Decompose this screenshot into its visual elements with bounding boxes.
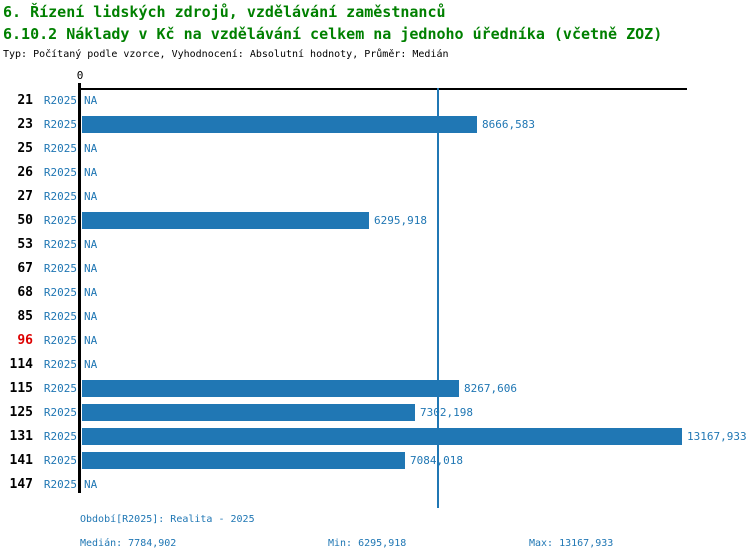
bar [82, 452, 405, 469]
chart-row: 67 R2025 NA [0, 257, 750, 281]
row-id-label: 114 [9, 357, 33, 372]
na-label: NA [84, 286, 98, 299]
series-label: R2025 [43, 406, 77, 419]
chart-row: 96 R2025 NA [0, 329, 750, 353]
row-id-label: 141 [9, 453, 33, 468]
row-id-label: 68 [17, 285, 33, 300]
chart-row: 68 R2025 NA [0, 281, 750, 305]
na-label: NA [84, 166, 98, 179]
chart-row: 21 R2025 NA [0, 89, 750, 113]
series-label: R2025 [43, 286, 77, 299]
footer-min: Min: 6295,918 [328, 538, 407, 549]
bar-value-label: 6295,918 [374, 214, 427, 227]
chart-row: 26 R2025 NA [0, 161, 750, 185]
series-label: R2025 [43, 310, 77, 323]
series-label: R2025 [43, 478, 77, 491]
na-label: NA [84, 238, 98, 251]
row-id-label: 147 [9, 477, 33, 492]
chart-row: 147 R2025 NA [0, 473, 750, 497]
chart-row: 141 R2025 7084,018 [0, 449, 750, 473]
row-id-label: 67 [17, 261, 33, 276]
bar-value-label: 8267,606 [464, 382, 517, 395]
na-label: NA [84, 358, 98, 371]
na-label: NA [84, 142, 98, 155]
row-id-label: 125 [9, 405, 33, 420]
median-line [437, 88, 439, 508]
y-axis-line [78, 83, 81, 493]
bar [82, 116, 477, 133]
row-id-label: 27 [17, 189, 33, 204]
x-axis-zero-label: 0 [76, 69, 84, 82]
row-id-label: 25 [17, 141, 33, 156]
series-label: R2025 [43, 358, 77, 371]
chart-rows: 21 R2025 NA 23 R2025 8666,583 25 R2025 N… [0, 89, 750, 497]
bar [82, 212, 369, 229]
bar-value-label: 7302,198 [420, 406, 473, 419]
page-subtitle: 6.10.2 Náklady v Kč na vzdělávání celkem… [3, 25, 663, 43]
na-label: NA [84, 94, 98, 107]
row-id-label: 23 [17, 117, 33, 132]
na-label: NA [84, 478, 98, 491]
chart-row: 85 R2025 NA [0, 305, 750, 329]
chart-meta: Typ: Počítaný podle vzorce, Vyhodnocení:… [3, 49, 449, 60]
chart-row: 115 R2025 8267,606 [0, 377, 750, 401]
series-label: R2025 [43, 430, 77, 443]
chart-row: 114 R2025 NA [0, 353, 750, 377]
chart-row: 27 R2025 NA [0, 185, 750, 209]
bar [82, 428, 682, 445]
chart-row: 23 R2025 8666,583 [0, 113, 750, 137]
series-label: R2025 [43, 382, 77, 395]
chart-row: 131 R2025 13167,933 [0, 425, 750, 449]
row-id-label: 96 [17, 333, 33, 348]
bar [82, 380, 459, 397]
series-label: R2025 [43, 94, 77, 107]
chart-row: 125 R2025 7302,198 [0, 401, 750, 425]
footer-period: Období[R2025]: Realita - 2025 [80, 514, 255, 525]
series-label: R2025 [43, 334, 77, 347]
row-id-label: 21 [17, 93, 33, 108]
series-label: R2025 [43, 214, 77, 227]
row-id-label: 26 [17, 165, 33, 180]
plot-top-line [78, 88, 687, 90]
series-label: R2025 [43, 454, 77, 467]
row-id-label: 50 [17, 213, 33, 228]
chart-row: 25 R2025 NA [0, 137, 750, 161]
row-id-label: 85 [17, 309, 33, 324]
row-id-label: 131 [9, 429, 33, 444]
series-label: R2025 [43, 142, 77, 155]
series-label: R2025 [43, 238, 77, 251]
footer-max: Max: 13167,933 [529, 538, 614, 549]
series-label: R2025 [43, 166, 77, 179]
series-label: R2025 [43, 190, 77, 203]
bar-value-label: 8666,583 [482, 118, 535, 131]
row-id-label: 115 [9, 381, 33, 396]
bar-value-label: 7084,018 [410, 454, 463, 467]
na-label: NA [84, 262, 98, 275]
page-title: 6. Řízení lidských zdrojů, vzdělávání za… [3, 3, 446, 21]
bar [82, 404, 415, 421]
na-label: NA [84, 334, 98, 347]
chart-row: 50 R2025 6295,918 [0, 209, 750, 233]
na-label: NA [84, 310, 98, 323]
series-label: R2025 [43, 118, 77, 131]
na-label: NA [84, 190, 98, 203]
chart-row: 53 R2025 NA [0, 233, 750, 257]
footer-median: Medián: 7784,902 [80, 538, 177, 549]
series-label: R2025 [43, 262, 77, 275]
row-id-label: 53 [17, 237, 33, 252]
bar-value-label: 13167,933 [687, 430, 747, 443]
